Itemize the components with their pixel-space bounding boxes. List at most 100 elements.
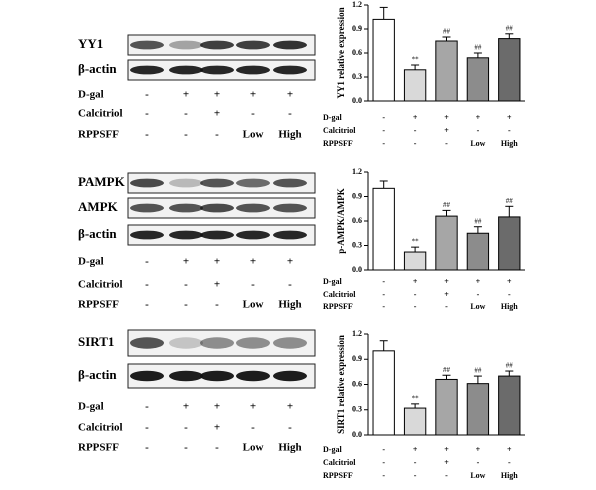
condition-cell: High — [278, 299, 301, 311]
band — [200, 178, 234, 188]
condition-cell: Low — [243, 442, 264, 454]
condition-cell: - — [145, 108, 149, 120]
y-axis-label: p-AMPK/AMPK — [336, 188, 346, 254]
condition-cell: High — [278, 129, 301, 141]
condition-cell: - — [288, 279, 292, 291]
x-table-cell: - — [414, 290, 417, 299]
condition-cell: + — [183, 89, 189, 101]
condition-label: RPPSFF — [78, 129, 119, 141]
condition-cell: - — [184, 442, 188, 454]
condition-cell: - — [145, 256, 149, 268]
significance: ** — [412, 394, 420, 402]
y-tick-label: 0.9 — [352, 24, 362, 33]
x-table-cell: - — [382, 126, 385, 135]
condition-cell: - — [145, 422, 149, 434]
condition-cell: + — [250, 89, 256, 101]
y-tick-label: 0.0 — [352, 265, 362, 274]
condition-cell: - — [145, 129, 149, 141]
band — [273, 65, 307, 75]
bar — [372, 187, 395, 271]
x-table-cell: - — [382, 302, 385, 311]
condition-label: D-gal — [78, 89, 104, 101]
band — [130, 203, 164, 213]
significance: ## — [443, 28, 451, 36]
bar — [466, 232, 490, 271]
x-table-label: RPPSFF — [323, 139, 353, 148]
x-table-cell: High — [501, 139, 518, 148]
y-tick-label: 1.2 — [352, 329, 362, 338]
band — [273, 230, 307, 240]
x-table-cell: - — [508, 126, 511, 135]
x-table-cell: + — [476, 277, 481, 286]
x-table-label: D-gal — [323, 113, 342, 122]
x-table-cell: - — [414, 471, 417, 480]
condition-label: Calcitriol — [78, 108, 123, 120]
band — [273, 337, 307, 349]
condition-cell: + — [250, 401, 256, 413]
bar — [403, 69, 427, 102]
band — [169, 65, 203, 75]
x-table-cell: - — [382, 277, 385, 286]
condition-cell: + — [183, 401, 189, 413]
band — [130, 370, 164, 382]
condition-cell: - — [145, 299, 149, 311]
significance: ## — [506, 197, 514, 205]
x-table-cell: + — [444, 290, 449, 299]
x-table-cell: - — [382, 113, 385, 122]
condition-cell: - — [288, 422, 292, 434]
protein-label: SIRT1 — [78, 334, 114, 349]
condition-label: Calcitriol — [78, 279, 123, 291]
bar — [498, 375, 521, 436]
x-table-cell: High — [501, 471, 518, 480]
condition-cell: + — [183, 256, 189, 268]
band — [236, 203, 270, 213]
x-table-cell: - — [382, 139, 385, 148]
band — [169, 40, 203, 50]
y-tick-label: 0.0 — [352, 430, 362, 439]
y-tick-label: 0.6 — [352, 48, 362, 57]
band — [169, 370, 203, 382]
significance: ** — [412, 56, 420, 64]
x-table-label: Calcitriol — [323, 458, 356, 467]
band — [200, 40, 234, 50]
protein-label: YY1 — [78, 36, 103, 51]
band — [130, 337, 164, 349]
band — [200, 230, 234, 240]
condition-label: D-gal — [78, 256, 104, 268]
x-table-cell: + — [444, 445, 449, 454]
y-tick-label: 0.0 — [352, 96, 362, 105]
y-tick-label: 0.9 — [352, 191, 362, 200]
condition-cell: - — [288, 108, 292, 120]
y-tick-label: 1.2 — [352, 167, 362, 176]
condition-cell: - — [145, 401, 149, 413]
band — [236, 40, 270, 50]
condition-cell: - — [251, 422, 255, 434]
bar — [372, 350, 395, 436]
y-tick-label: 0.6 — [352, 216, 362, 225]
x-table-cell: + — [413, 113, 418, 122]
x-table-cell: - — [508, 458, 511, 467]
y-tick-label: 0.3 — [352, 240, 362, 249]
significance: ## — [506, 24, 514, 32]
x-table-cell: - — [382, 290, 385, 299]
condition-cell: - — [145, 279, 149, 291]
condition-cell: + — [214, 256, 220, 268]
significance: ** — [412, 238, 420, 246]
condition-label: D-gal — [78, 401, 104, 413]
band — [130, 230, 164, 240]
y-tick-label: 0.3 — [352, 405, 362, 414]
y-tick-label: 1.2 — [352, 0, 362, 9]
significance: ## — [443, 366, 451, 374]
x-table-cell: - — [445, 302, 448, 311]
significance: ## — [474, 44, 482, 52]
x-table-cell: + — [507, 113, 512, 122]
x-table-cell: - — [382, 445, 385, 454]
significance: ## — [506, 362, 514, 370]
band — [169, 178, 203, 188]
band — [273, 40, 307, 50]
band — [236, 65, 270, 75]
x-table-label: Calcitriol — [323, 126, 356, 135]
band — [200, 337, 234, 349]
x-table-cell: Low — [470, 471, 485, 480]
band — [236, 230, 270, 240]
